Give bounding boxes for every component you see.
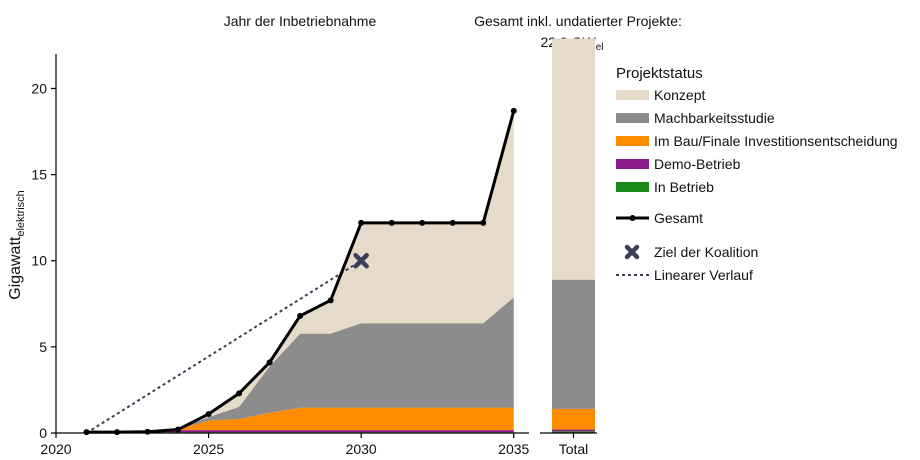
total-bar-segment <box>552 429 595 432</box>
legend-label: In Betrieb <box>654 179 714 195</box>
legend-label: Konzept <box>654 87 705 103</box>
x-tick-label: 2030 <box>346 441 377 457</box>
legend-label: Demo-Betrieb <box>654 156 741 172</box>
x-tick-total: Total <box>559 441 589 457</box>
y-axis-label: Gigawattelektrisch <box>7 190 27 300</box>
gesamt-point <box>327 297 334 304</box>
legend-swatch <box>616 90 649 100</box>
gesamt-point <box>449 219 456 226</box>
header-right: Gesamt inkl. undatierter Projekte: <box>474 13 682 29</box>
gesamt-point <box>388 219 395 226</box>
total-bar-segment <box>552 38 595 280</box>
area-4 <box>86 111 514 433</box>
gesamt-point <box>83 429 90 436</box>
legend-label: Ziel der Koalition <box>654 244 758 260</box>
gesamt-point <box>144 428 151 435</box>
y-tick-label: 20 <box>31 80 47 96</box>
total-bar <box>552 38 595 433</box>
legend-label: Machbarkeitsstudie <box>654 110 775 126</box>
gesamt-point <box>358 219 365 226</box>
legend-title: Projektstatus <box>616 65 703 82</box>
total-bar-segment <box>552 279 595 409</box>
gesamt-point <box>419 219 426 226</box>
legend-swatch <box>616 182 649 192</box>
area-1 <box>86 430 514 433</box>
total-bar-segment <box>552 431 595 433</box>
legend-swatch <box>616 159 649 169</box>
y-tick-label: 10 <box>31 253 47 269</box>
x-tick-label: 2020 <box>40 441 71 457</box>
y-tick-label: 5 <box>39 339 47 355</box>
total-bar-segment <box>552 408 595 430</box>
gesamt-point <box>236 390 243 397</box>
gesamt-point <box>297 312 304 319</box>
x-tick-label: 2035 <box>498 441 529 457</box>
linear-trend <box>85 259 362 434</box>
header-left: Jahr der Inbetriebnahme <box>224 13 377 29</box>
gesamt-point <box>114 429 121 436</box>
area-layers <box>86 111 514 433</box>
y-tick-label: 15 <box>31 167 47 183</box>
target-cross <box>624 244 640 260</box>
legend-label: Gesamt <box>654 210 703 226</box>
gesamt-point <box>205 411 212 418</box>
legend-label: Linearer Verlauf <box>654 267 753 283</box>
gesamt-point <box>480 219 487 226</box>
target-cross <box>353 252 369 269</box>
area-3 <box>86 297 514 433</box>
legend-swatch <box>616 136 649 146</box>
legend-swatch <box>616 113 649 123</box>
target-marker <box>353 252 369 269</box>
y-tick-label: 0 <box>39 425 47 441</box>
legend-gesamt-point <box>629 215 636 221</box>
legend-label: Im Bau/Finale Investitionsentscheidung <box>654 133 898 149</box>
gesamt-point <box>266 359 273 366</box>
legend: Projektstatus Konzept Machbarkeitsstudie Im… <box>616 65 898 283</box>
linear-trend-line <box>85 259 362 434</box>
gesamt-point <box>510 107 517 114</box>
x-tick-label: 2025 <box>193 441 224 457</box>
area-2 <box>86 407 514 433</box>
gesamt-point <box>175 426 182 433</box>
